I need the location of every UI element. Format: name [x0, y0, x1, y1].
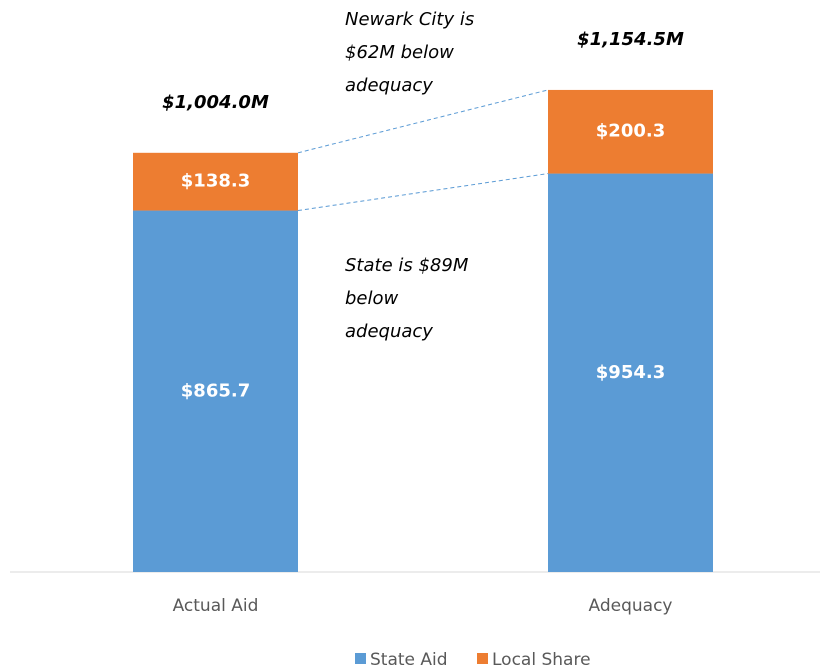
- bar-segment: [548, 89, 713, 174]
- total-label: $1,154.5M: [577, 29, 684, 50]
- annotation: Newark City is: [345, 9, 474, 30]
- value-label: $954.3: [596, 362, 665, 383]
- total-label: $1,004.0M: [162, 92, 269, 113]
- category-label: Adequacy: [589, 596, 673, 616]
- legend-label: Local Share: [492, 650, 591, 670]
- bar-segment: [133, 210, 298, 573]
- category-label: Actual Aid: [173, 596, 259, 616]
- annotation: below: [345, 288, 399, 309]
- annotation: adequacy: [345, 321, 433, 342]
- connector: [297, 173, 549, 212]
- annotation: adequacy: [345, 75, 433, 96]
- bar-segment: [548, 173, 713, 573]
- legend-swatch: [355, 653, 366, 664]
- bar-segment: [133, 152, 298, 211]
- annotation: State is $89M: [345, 255, 469, 276]
- connector: [297, 89, 549, 154]
- legend-label: State Aid: [370, 650, 448, 670]
- value-label: $865.7: [181, 380, 250, 401]
- legend-swatch: [477, 653, 488, 664]
- value-label: $200.3: [596, 121, 665, 142]
- value-label: $138.3: [181, 171, 250, 192]
- annotation: $62M below: [345, 42, 454, 63]
